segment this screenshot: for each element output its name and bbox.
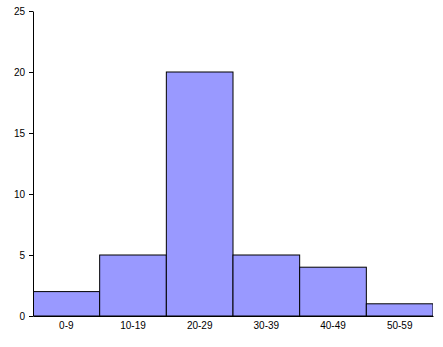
y-tick-label: 0 — [19, 311, 25, 322]
x-tick-label: 10-19 — [120, 320, 146, 331]
x-tick: 20-29 — [187, 316, 213, 331]
bar — [233, 255, 300, 316]
y-axis-line — [33, 12, 34, 317]
y-tick-mark — [29, 255, 33, 256]
y-tick-mark — [29, 133, 33, 134]
x-tick-label: 40-49 — [320, 320, 346, 331]
x-tick-label: 0-9 — [59, 320, 74, 331]
x-tick: 0-9 — [59, 316, 74, 331]
chart: 0 5 10 15 20 25 0-9 10-19 20-29 30-39 40-49 50-59 — [0, 0, 443, 347]
y-tick-mark — [29, 11, 33, 12]
y-tick-label: 20 — [14, 67, 26, 78]
x-axis: 0-9 10-19 20-29 30-39 40-49 50-59 — [34, 316, 434, 331]
x-tick: 50-59 — [387, 316, 413, 331]
x-tick-label: 30-39 — [254, 320, 280, 331]
bar — [100, 255, 167, 316]
bar — [366, 304, 433, 316]
y-tick: 0 — [19, 311, 33, 322]
y-tick: 15 — [14, 128, 33, 139]
y-tick-mark — [29, 316, 33, 317]
y-tick: 20 — [14, 67, 33, 78]
y-tick-label: 25 — [14, 6, 26, 17]
bar — [166, 72, 233, 316]
y-axis: 0 5 10 15 20 25 — [14, 6, 34, 322]
y-tick-mark — [29, 72, 33, 73]
x-tick: 30-39 — [254, 316, 280, 331]
y-tick-label: 5 — [19, 250, 25, 261]
plot-area — [33, 72, 433, 316]
x-tick: 40-49 — [320, 316, 346, 331]
x-tick-label: 50-59 — [387, 320, 413, 331]
y-tick: 10 — [14, 189, 33, 200]
bar — [33, 292, 100, 316]
y-tick: 5 — [19, 250, 33, 261]
y-tick-label: 10 — [14, 189, 26, 200]
x-axis-line — [34, 316, 434, 317]
bar — [300, 267, 367, 316]
x-tick-label: 20-29 — [187, 320, 213, 331]
y-tick: 25 — [14, 6, 33, 17]
y-tick-mark — [29, 194, 33, 195]
x-tick: 10-19 — [120, 316, 146, 331]
y-tick-label: 15 — [14, 128, 26, 139]
